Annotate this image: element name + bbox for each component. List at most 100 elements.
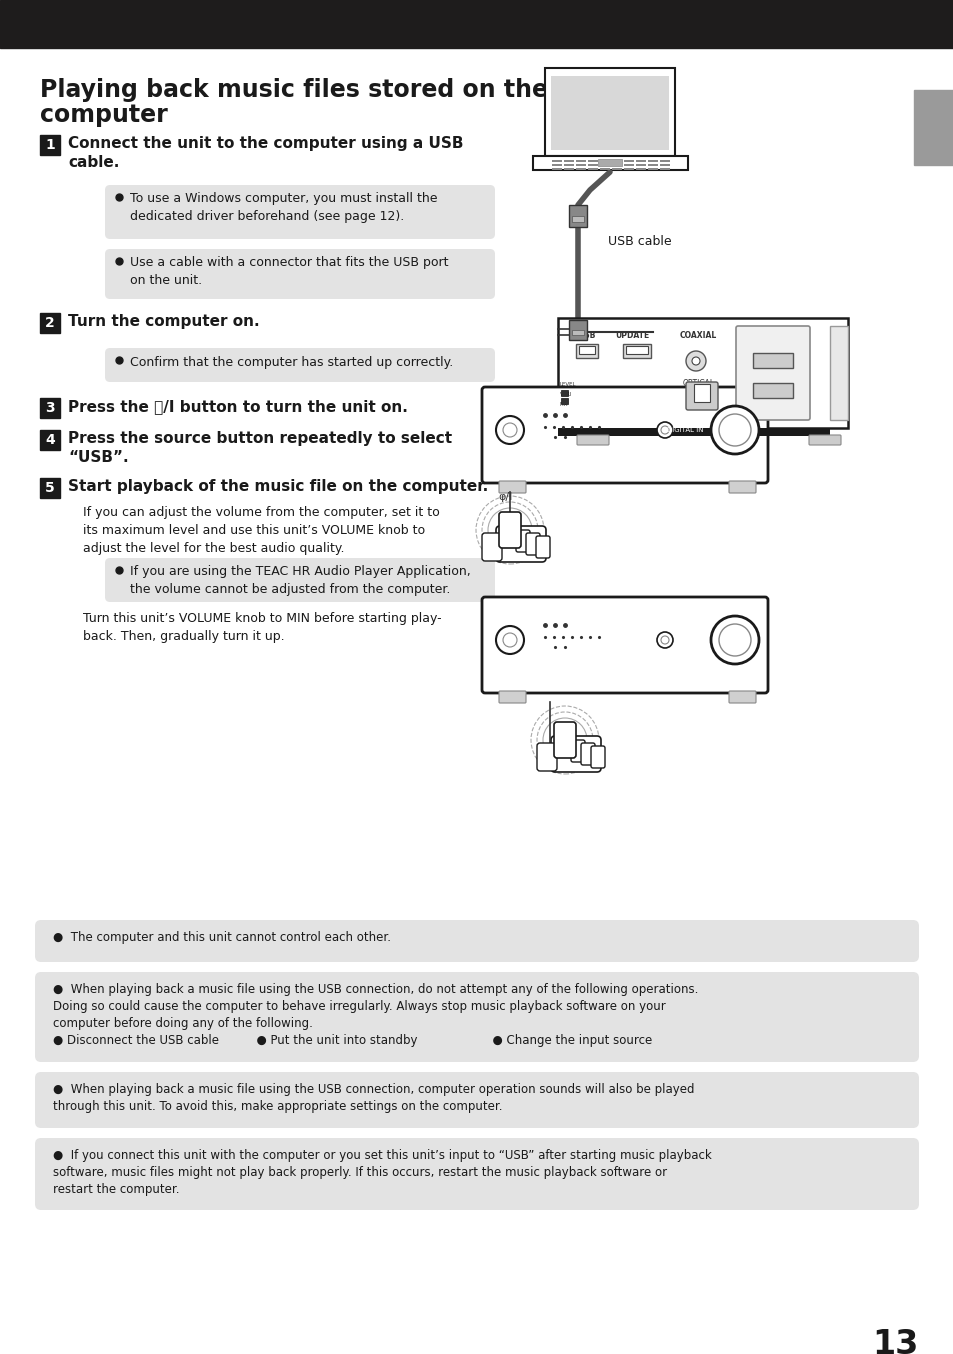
FancyBboxPatch shape: [693, 385, 709, 402]
Bar: [587, 160, 598, 162]
FancyBboxPatch shape: [35, 1137, 918, 1210]
Bar: [599, 164, 609, 167]
FancyBboxPatch shape: [568, 204, 586, 227]
Text: computer: computer: [40, 103, 168, 127]
FancyBboxPatch shape: [752, 383, 792, 398]
Bar: [40, 313, 60, 333]
FancyBboxPatch shape: [560, 398, 567, 403]
Bar: [563, 168, 574, 171]
Text: UPDATE: UPDATE: [615, 330, 649, 340]
Circle shape: [691, 357, 700, 366]
FancyBboxPatch shape: [544, 68, 675, 156]
Bar: [659, 168, 669, 171]
Text: through this unit. To avoid this, make appropriate settings on the computer.: through this unit. To avoid this, make a…: [53, 1099, 502, 1113]
Bar: [623, 168, 634, 171]
Text: VARI: VARI: [559, 393, 572, 397]
Bar: [587, 168, 598, 171]
Bar: [636, 168, 645, 171]
FancyBboxPatch shape: [498, 481, 525, 493]
Text: To use a Windows computer, you must install the
dedicated driver beforehand (see: To use a Windows computer, you must inst…: [130, 192, 437, 223]
Circle shape: [710, 616, 759, 663]
FancyBboxPatch shape: [551, 76, 668, 150]
Bar: [563, 164, 574, 167]
Bar: [612, 160, 621, 162]
Bar: [576, 164, 585, 167]
FancyBboxPatch shape: [481, 533, 501, 561]
FancyBboxPatch shape: [622, 344, 650, 357]
FancyBboxPatch shape: [554, 722, 576, 758]
Text: Press the source button repeatedly to select: Press the source button repeatedly to se…: [68, 431, 452, 445]
Bar: [659, 164, 669, 167]
FancyBboxPatch shape: [536, 536, 550, 558]
FancyBboxPatch shape: [572, 217, 583, 222]
Circle shape: [660, 636, 668, 645]
FancyBboxPatch shape: [829, 326, 847, 420]
Bar: [563, 160, 574, 162]
FancyBboxPatch shape: [498, 691, 525, 703]
FancyBboxPatch shape: [572, 330, 583, 334]
Text: 5: 5: [45, 481, 55, 496]
Text: 2: 2: [45, 315, 55, 330]
Bar: [647, 164, 658, 167]
FancyBboxPatch shape: [590, 746, 604, 768]
FancyBboxPatch shape: [516, 529, 530, 552]
FancyBboxPatch shape: [576, 344, 598, 357]
Bar: [552, 164, 561, 167]
Circle shape: [660, 427, 668, 435]
Text: OPTICAL: OPTICAL: [682, 379, 715, 389]
Text: ●  When playing back a music file using the USB connection, do not attempt any o: ● When playing back a music file using t…: [53, 983, 698, 997]
Text: If you can adjust the volume from the computer, set it to
its maximum level and : If you can adjust the volume from the co…: [83, 506, 439, 555]
Bar: [587, 164, 598, 167]
Bar: [40, 398, 60, 418]
Bar: [552, 168, 561, 171]
FancyBboxPatch shape: [568, 320, 586, 340]
Text: Doing so could cause the computer to behave irregularly. Always stop music playb: Doing so could cause the computer to beh…: [53, 1001, 665, 1013]
Circle shape: [496, 416, 523, 444]
Text: computer before doing any of the following.: computer before doing any of the followi…: [53, 1017, 313, 1030]
Bar: [913, 89, 953, 165]
FancyBboxPatch shape: [577, 435, 608, 445]
Text: 3: 3: [45, 401, 54, 414]
FancyBboxPatch shape: [625, 347, 647, 353]
Circle shape: [657, 422, 672, 437]
Text: If you are using the TEAC HR Audio Player Application,
the volume cannot be adju: If you are using the TEAC HR Audio Playe…: [130, 565, 470, 596]
Text: USB cable: USB cable: [607, 236, 671, 248]
Text: ● Disconnect the USB cable          ● Put the unit into standby                 : ● Disconnect the USB cable ● Put the uni…: [53, 1034, 652, 1047]
Bar: [40, 431, 60, 450]
FancyBboxPatch shape: [537, 743, 557, 770]
FancyBboxPatch shape: [35, 919, 918, 961]
FancyBboxPatch shape: [533, 156, 687, 171]
Text: Confirm that the computer has started up correctly.: Confirm that the computer has started up…: [130, 356, 453, 370]
Text: LEVEL: LEVEL: [559, 382, 576, 387]
FancyBboxPatch shape: [105, 249, 495, 299]
Text: Press the ⏻/I button to turn the unit on.: Press the ⏻/I button to turn the unit on…: [68, 399, 408, 414]
Bar: [612, 168, 621, 171]
FancyBboxPatch shape: [685, 382, 718, 410]
FancyBboxPatch shape: [498, 512, 520, 548]
FancyBboxPatch shape: [728, 481, 755, 493]
Text: 1: 1: [45, 138, 55, 152]
FancyBboxPatch shape: [481, 387, 767, 483]
Text: ●  When playing back a music file using the USB connection, computer operation s: ● When playing back a music file using t…: [53, 1083, 694, 1095]
Bar: [558, 428, 829, 436]
Text: φ/I: φ/I: [497, 492, 512, 502]
FancyBboxPatch shape: [496, 525, 545, 562]
Bar: [576, 160, 585, 162]
Circle shape: [710, 406, 759, 454]
Bar: [576, 168, 585, 171]
FancyBboxPatch shape: [105, 558, 495, 603]
FancyBboxPatch shape: [558, 318, 847, 428]
Bar: [599, 168, 609, 171]
Text: cable.: cable.: [68, 154, 119, 171]
Text: 4: 4: [45, 433, 55, 447]
FancyBboxPatch shape: [735, 326, 809, 420]
Circle shape: [502, 422, 517, 437]
Circle shape: [719, 624, 750, 655]
Text: restart the computer.: restart the computer.: [53, 1183, 179, 1196]
Text: ●  If you connect this unit with the computer or you set this unit’s input to “U: ● If you connect this unit with the comp…: [53, 1150, 711, 1162]
FancyBboxPatch shape: [560, 390, 567, 395]
Bar: [647, 168, 658, 171]
Bar: [552, 160, 561, 162]
Text: software, music files might not play back properly. If this occurs, restart the : software, music files might not play bac…: [53, 1166, 666, 1179]
FancyBboxPatch shape: [578, 347, 595, 353]
